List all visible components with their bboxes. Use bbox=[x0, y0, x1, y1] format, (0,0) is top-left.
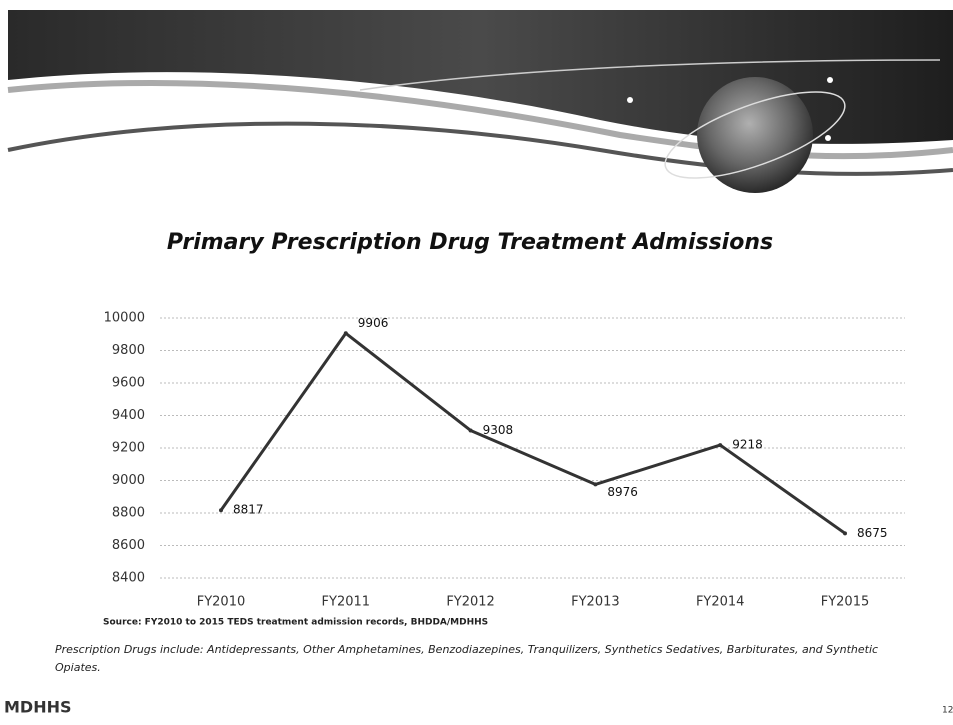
point bbox=[593, 482, 598, 487]
y-tick-label: 9600 bbox=[112, 376, 145, 391]
x-tick-label: FY2012 bbox=[446, 595, 495, 610]
page-number: 12 bbox=[942, 706, 953, 716]
data-label: 9218 bbox=[732, 438, 763, 452]
logo: MDHHS bbox=[4, 698, 72, 717]
y-tick-label: 10000 bbox=[104, 311, 145, 326]
point bbox=[718, 443, 723, 448]
y-tick-label: 8400 bbox=[112, 571, 145, 586]
x-tick-label: FY2014 bbox=[696, 595, 745, 610]
point bbox=[343, 331, 348, 336]
data-label: 8976 bbox=[607, 485, 638, 499]
data-label: 8675 bbox=[857, 526, 888, 540]
x-tick-label: FY2013 bbox=[571, 595, 620, 610]
chart-title: Primary Prescription Drug Treatment Admi… bbox=[167, 230, 773, 255]
y-tick-label: 8600 bbox=[112, 538, 145, 553]
data-label: 8817 bbox=[233, 503, 264, 517]
point bbox=[843, 531, 847, 536]
data-label: 9906 bbox=[358, 316, 389, 330]
y-tick-label: 9800 bbox=[112, 343, 145, 358]
point bbox=[468, 428, 473, 433]
y-tick-label: 9000 bbox=[112, 473, 145, 488]
note: Prescription Drugs include: Antidepressa… bbox=[55, 643, 879, 674]
x-tick-label: FY2010 bbox=[197, 595, 246, 610]
y-tick-label: 9200 bbox=[112, 441, 145, 456]
line bbox=[219, 331, 846, 535]
banner bbox=[7, 10, 953, 200]
source: Source: FY2010 to 2015 TEDS treatment ad… bbox=[103, 618, 488, 628]
point bbox=[219, 508, 223, 513]
y-tick-label: 8800 bbox=[112, 506, 145, 521]
y-tick-label: 9400 bbox=[112, 408, 145, 423]
x-tick-label: FY2015 bbox=[821, 595, 870, 610]
data-label: 9308 bbox=[483, 423, 514, 437]
x-tick-label: FY2011 bbox=[322, 595, 371, 610]
